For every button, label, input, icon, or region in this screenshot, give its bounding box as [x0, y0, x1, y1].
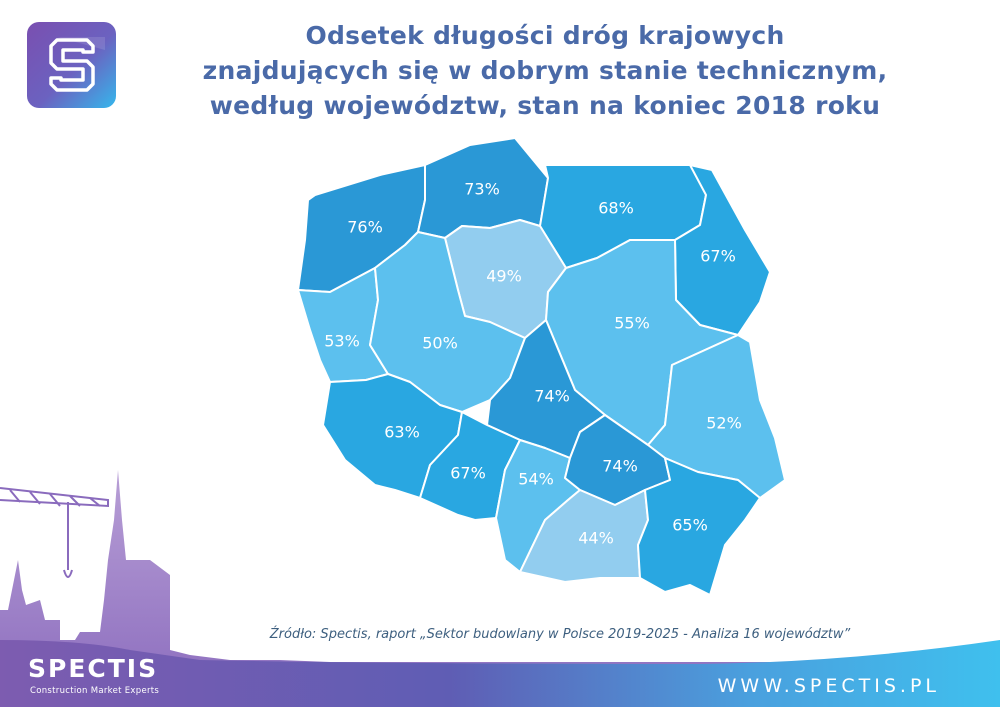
website-link[interactable]: WWW.SPECTIS.PL [717, 675, 940, 697]
region-label-lodzkie: 74% [534, 387, 570, 406]
footer-band [0, 640, 1000, 707]
title-line-2: znajdujących się w dobrym stanie technic… [202, 56, 888, 85]
brand-tagline: Construction Market Experts [30, 686, 160, 696]
region-label-zachodniopomorskie: 76% [347, 218, 383, 237]
region-label-malopolskie: 44% [578, 529, 614, 548]
region-label-lubuskie: 53% [324, 332, 360, 351]
title-line-3: według województw, stan na koniec 2018 r… [209, 91, 881, 120]
region-label-podlaskie: 67% [700, 247, 736, 266]
source-note: Źródło: Spectis, raport „Sektor budowlan… [269, 627, 851, 642]
crane-icon [0, 487, 109, 578]
region-label-mazowieckie: 55% [614, 314, 650, 333]
region-label-pomorskie: 73% [464, 180, 500, 199]
brand-name: SPECTIS [28, 654, 159, 683]
region-label-slaskie: 54% [518, 470, 554, 489]
region-label-kujawsko-pomorskie: 49% [486, 267, 522, 286]
region-opolskie [419, 411, 521, 521]
region-podkarpackie [637, 457, 761, 596]
region-label-swietokrzyskie: 74% [602, 457, 638, 476]
logo-icon [27, 22, 116, 108]
region-label-wielkopolskie: 50% [422, 334, 458, 353]
region-label-podkarpackie: 65% [672, 516, 708, 535]
region-label-dolnoslaskie: 63% [384, 423, 420, 442]
region-label-lubelskie: 52% [706, 414, 742, 433]
title-line-1: Odsetek długości dróg krajowych [305, 21, 785, 50]
region-label-warminsko-mazurskie: 68% [598, 199, 634, 218]
footer-decoration [0, 470, 1000, 707]
page-title: Odsetek długości dróg krajowych znajdują… [150, 18, 940, 123]
spectis-logo [27, 22, 116, 108]
region-label-opolskie: 67% [450, 464, 486, 483]
